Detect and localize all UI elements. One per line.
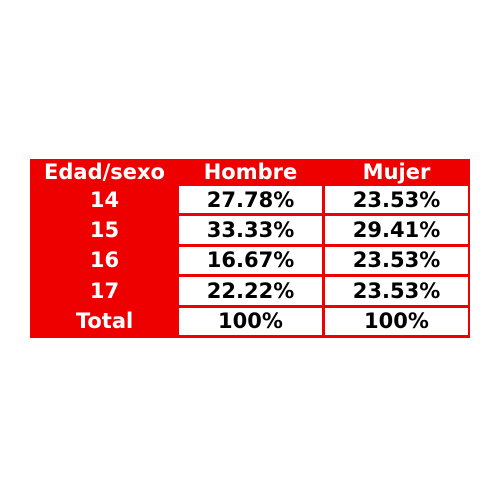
mujer-value: 23.53% [325,186,468,214]
row-label: 16 [33,246,176,275]
row-label: 17 [33,277,176,305]
row-label: 14 [33,186,176,214]
age-sex-table: Edad/sexo Hombre Mujer 14 27.78% 23.53% … [30,159,471,338]
mujer-value: 23.53% [325,246,468,275]
mujer-total-value: 100% [325,307,468,335]
header-row: Edad/sexo Hombre Mujer [33,162,468,183]
row-label: 15 [33,216,176,244]
table-row: 16 16.67% 23.53% [33,246,468,275]
header-edad-sexo: Edad/sexo [33,162,176,183]
mujer-value: 29.41% [325,216,468,244]
hombre-value: 33.33% [179,216,322,244]
table-row: 14 27.78% 23.53% [33,186,468,214]
table-row: 17 22.22% 23.53% [33,277,468,305]
row-label-total: Total [33,307,176,335]
hombre-value: 16.67% [179,246,322,275]
hombre-value: 27.78% [179,186,322,214]
mujer-value: 23.53% [325,277,468,305]
table-row-total: Total 100% 100% [33,307,468,335]
hombre-total-value: 100% [179,307,322,335]
hombre-value: 22.22% [179,277,322,305]
header-hombre: Hombre [179,162,322,183]
header-mujer: Mujer [325,162,468,183]
table-row: 15 33.33% 29.41% [33,216,468,244]
data-table-container: Edad/sexo Hombre Mujer 14 27.78% 23.53% … [30,159,470,338]
